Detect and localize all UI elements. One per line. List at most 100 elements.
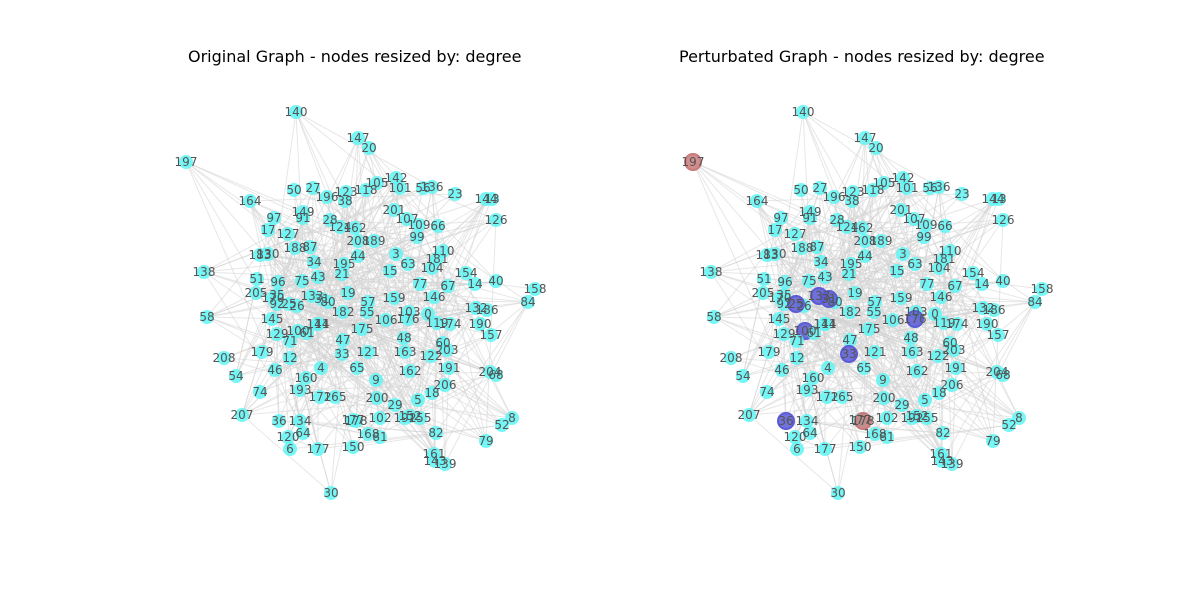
node-label: 46 (774, 363, 789, 377)
graph-node (346, 440, 360, 454)
graph-edge (943, 198, 1000, 324)
graph-edge (748, 227, 863, 416)
node-label: 159 (383, 291, 406, 305)
graph-node (768, 247, 782, 261)
graph-node (818, 442, 832, 456)
node-label: 44 (857, 249, 872, 263)
graph-edge (824, 323, 861, 421)
node-label: 129 (266, 327, 289, 341)
node-label: 208 (720, 351, 743, 365)
node-label: 5 (414, 393, 422, 407)
graph-node (267, 211, 281, 225)
graph-node (806, 371, 820, 385)
node-label: 155 (409, 411, 432, 425)
node-label: 189 (363, 234, 386, 248)
node-label: 97 (266, 211, 281, 225)
node-label: 105 (873, 176, 896, 190)
graph-node (320, 190, 334, 204)
graph-edge (874, 270, 898, 435)
node-label: 102 (876, 411, 899, 425)
node-label: 200 (366, 391, 389, 405)
node-label: 48 (903, 331, 918, 345)
graph-node (820, 390, 834, 404)
node-label: 160 (802, 371, 825, 385)
graph-node (473, 317, 487, 331)
graph-edge (309, 246, 406, 353)
graph-node (788, 227, 802, 241)
node-label: 60 (942, 336, 957, 350)
graph-node (299, 371, 313, 385)
graph-node (480, 303, 494, 317)
graph-node (355, 322, 369, 336)
graph-edge (911, 322, 945, 419)
panel-title-original: Original Graph - nodes resized by: degre… (188, 47, 522, 66)
graph-node (271, 275, 285, 289)
graph-node (383, 264, 397, 278)
node-label: 163 (394, 345, 417, 359)
node-label: 154 (455, 266, 478, 280)
graph-edge (813, 332, 888, 438)
graph-edge (276, 333, 301, 422)
graph-node (362, 141, 376, 155)
graph-edge (287, 219, 497, 235)
node-label: 20 (868, 141, 883, 155)
node-label: 79 (985, 434, 1000, 448)
graph-node (313, 390, 327, 404)
node-label: 107 (903, 212, 926, 226)
node-label: 208 (213, 351, 236, 365)
node-label: 110 (432, 244, 455, 258)
graph-edge (241, 219, 331, 416)
graph-node (270, 327, 284, 341)
node-label: 26 (796, 299, 811, 313)
graph-node (281, 430, 295, 444)
node-label: 141 (814, 317, 837, 331)
node-label: 17 (767, 223, 782, 237)
graph-node (707, 310, 721, 324)
graph-node (866, 183, 880, 197)
graph-node (1035, 282, 1049, 296)
graph-node (287, 183, 301, 197)
node-label: 145 (768, 312, 791, 326)
node-label: 130 (257, 247, 280, 261)
graph-node (931, 349, 945, 363)
graph-edge (289, 182, 378, 342)
node-label: 27 (305, 181, 320, 195)
node-label: 155 (916, 411, 939, 425)
graph-node (303, 240, 317, 254)
graph-edge (780, 217, 916, 265)
graph-node (818, 270, 832, 284)
node-label: 18 (424, 386, 439, 400)
graph-node (803, 426, 817, 440)
node-label: 65 (856, 361, 871, 375)
graph-node (949, 361, 963, 375)
node-label: 17 (260, 223, 275, 237)
graph-node (996, 368, 1010, 382)
node-label: 66 (430, 219, 445, 233)
node-label: 208 (854, 234, 877, 248)
node-label: 126 (485, 213, 508, 227)
node-label: 136 (421, 180, 444, 194)
graph-edge (277, 246, 311, 283)
graph-node (296, 211, 310, 225)
graph-node (900, 181, 914, 195)
graph-node (311, 270, 325, 284)
node-label: 54 (228, 369, 243, 383)
node-label: 91 (802, 211, 817, 225)
graph-edge (813, 332, 885, 399)
graph-node (853, 440, 867, 454)
node-label: 186 (476, 303, 499, 317)
graph-node (197, 265, 211, 279)
graph-node (842, 267, 856, 281)
node-label: 65 (349, 361, 364, 375)
node-label: 44 (350, 249, 365, 263)
node-label: 114 (307, 317, 330, 331)
graph-node (976, 301, 990, 315)
graph-node (858, 131, 872, 145)
graph-node (311, 317, 325, 331)
node-label: 132 (465, 301, 488, 315)
graph-node (335, 347, 349, 361)
node-label: 61 (806, 326, 821, 340)
graph-edge (795, 303, 998, 373)
graph-node (880, 430, 894, 444)
